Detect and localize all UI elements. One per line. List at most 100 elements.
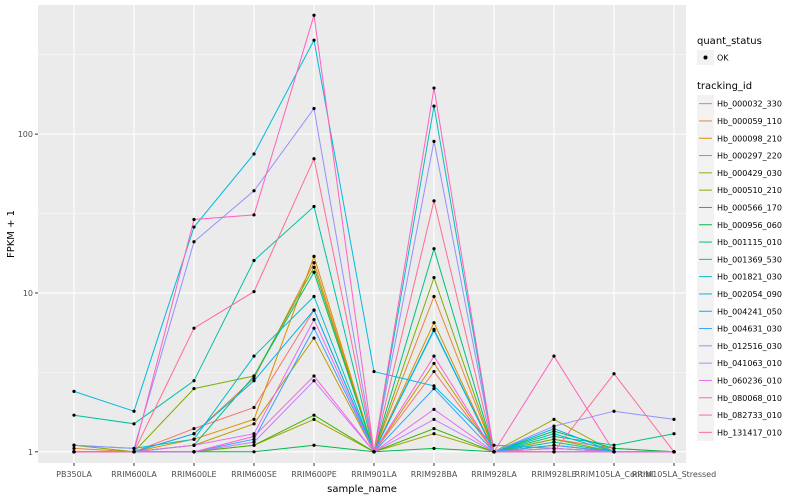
series-points — [72, 13, 676, 454]
data-point — [312, 265, 316, 269]
data-point — [432, 426, 436, 431]
legend-ok-label: OK — [717, 54, 729, 63]
data-point — [552, 450, 556, 454]
data-point — [192, 443, 196, 447]
data-point — [192, 386, 196, 391]
data-point — [372, 450, 376, 454]
data-point — [672, 417, 676, 421]
legend-series-label: Hb_000059_110 — [717, 117, 782, 126]
legend-series-label: Hb_000510_210 — [717, 186, 782, 195]
x-tick-label: RRIM600SE — [231, 470, 277, 479]
data-point — [432, 446, 436, 451]
y-axis: 1 10 100 — [18, 130, 38, 457]
data-point — [552, 424, 556, 428]
legend-series-label: Hb_000297_220 — [717, 152, 782, 161]
data-point — [612, 372, 616, 376]
data-point — [432, 407, 436, 411]
panel-background — [38, 5, 686, 463]
data-point — [432, 275, 436, 280]
data-point — [252, 422, 256, 426]
legend-series-label: Hb_001369_530 — [717, 255, 782, 264]
legend-series-label: Hb_080068_010 — [717, 394, 782, 403]
data-point — [312, 374, 316, 378]
data-point — [552, 426, 556, 431]
data-point — [312, 106, 316, 111]
data-point — [252, 354, 256, 358]
data-point — [432, 86, 436, 90]
data-point — [552, 440, 556, 444]
legend-series-label: Hb_012516_030 — [717, 342, 782, 351]
data-point — [432, 139, 436, 143]
minor-gridlines — [38, 54, 686, 373]
legend-quant-status-title: quant_status — [697, 36, 762, 47]
data-point — [312, 157, 316, 161]
data-point — [312, 294, 316, 299]
data-point — [312, 254, 316, 258]
data-point — [192, 426, 196, 431]
data-point — [432, 294, 436, 299]
data-point — [432, 369, 436, 374]
data-point — [192, 217, 196, 222]
data-point — [252, 258, 256, 263]
data-point — [312, 326, 316, 330]
data-point — [672, 450, 676, 454]
data-point — [252, 405, 256, 410]
legend-series-label: Hb_000032_330 — [717, 100, 782, 109]
y-axis-title: FPKM + 1 — [6, 210, 17, 258]
legend-quant-status: quant_status OK — [697, 36, 762, 65]
data-point — [492, 450, 496, 454]
legend-series-label: Hb_000566_170 — [717, 203, 782, 212]
x-tick-label: RRIM928LE — [531, 470, 576, 479]
data-point — [312, 379, 316, 383]
data-point — [192, 432, 196, 436]
legend-series-label: Hb_004631_030 — [717, 325, 782, 334]
data-point — [432, 328, 436, 333]
data-point — [312, 336, 316, 340]
data-point — [72, 450, 76, 454]
data-point — [612, 446, 616, 451]
data-point — [192, 225, 196, 229]
legend-series-label: Hb_000098_210 — [717, 134, 782, 143]
y-tick-label: 1 — [28, 448, 33, 457]
data-point — [192, 437, 196, 441]
data-point — [312, 261, 316, 265]
data-point — [552, 417, 556, 421]
data-point — [252, 213, 256, 217]
x-tick-label: RRIM105LA_Control — [575, 470, 654, 479]
legend-series-label: Hb_000956_060 — [717, 221, 782, 230]
data-point — [252, 189, 256, 193]
data-point — [312, 308, 316, 312]
data-point — [72, 413, 76, 417]
legend-ok-point — [703, 55, 708, 60]
y-tick-label: 100 — [18, 130, 33, 139]
data-point — [192, 240, 196, 244]
data-point — [612, 409, 616, 413]
legend-series-label: Hb_082733_010 — [717, 411, 782, 420]
data-point — [312, 443, 316, 447]
data-point — [312, 317, 316, 322]
data-point — [252, 376, 256, 380]
major-gridlines — [38, 5, 686, 463]
data-point — [252, 374, 256, 378]
legend-tracking-id-title: tracking_id — [697, 81, 752, 92]
legend-series-label: Hb_041063_010 — [717, 359, 782, 368]
legend-series-label: Hb_001115_010 — [717, 238, 782, 247]
x-tick-label: RRIM600LA — [111, 470, 157, 479]
data-point — [72, 446, 76, 451]
data-point — [312, 270, 316, 274]
data-point — [252, 152, 256, 156]
data-point — [252, 289, 256, 294]
data-point — [72, 389, 76, 393]
data-point — [552, 432, 556, 436]
data-point — [72, 443, 76, 447]
data-point — [432, 361, 436, 366]
data-point — [432, 354, 436, 358]
legend-series-label: Hb_004241_050 — [717, 307, 782, 316]
data-point — [252, 432, 256, 436]
legend-series-label: Hb_131417_010 — [717, 428, 782, 437]
data-point — [612, 450, 616, 454]
data-point — [312, 413, 316, 417]
data-point — [252, 437, 256, 441]
x-tick-label: RRIM600PE — [291, 470, 337, 479]
